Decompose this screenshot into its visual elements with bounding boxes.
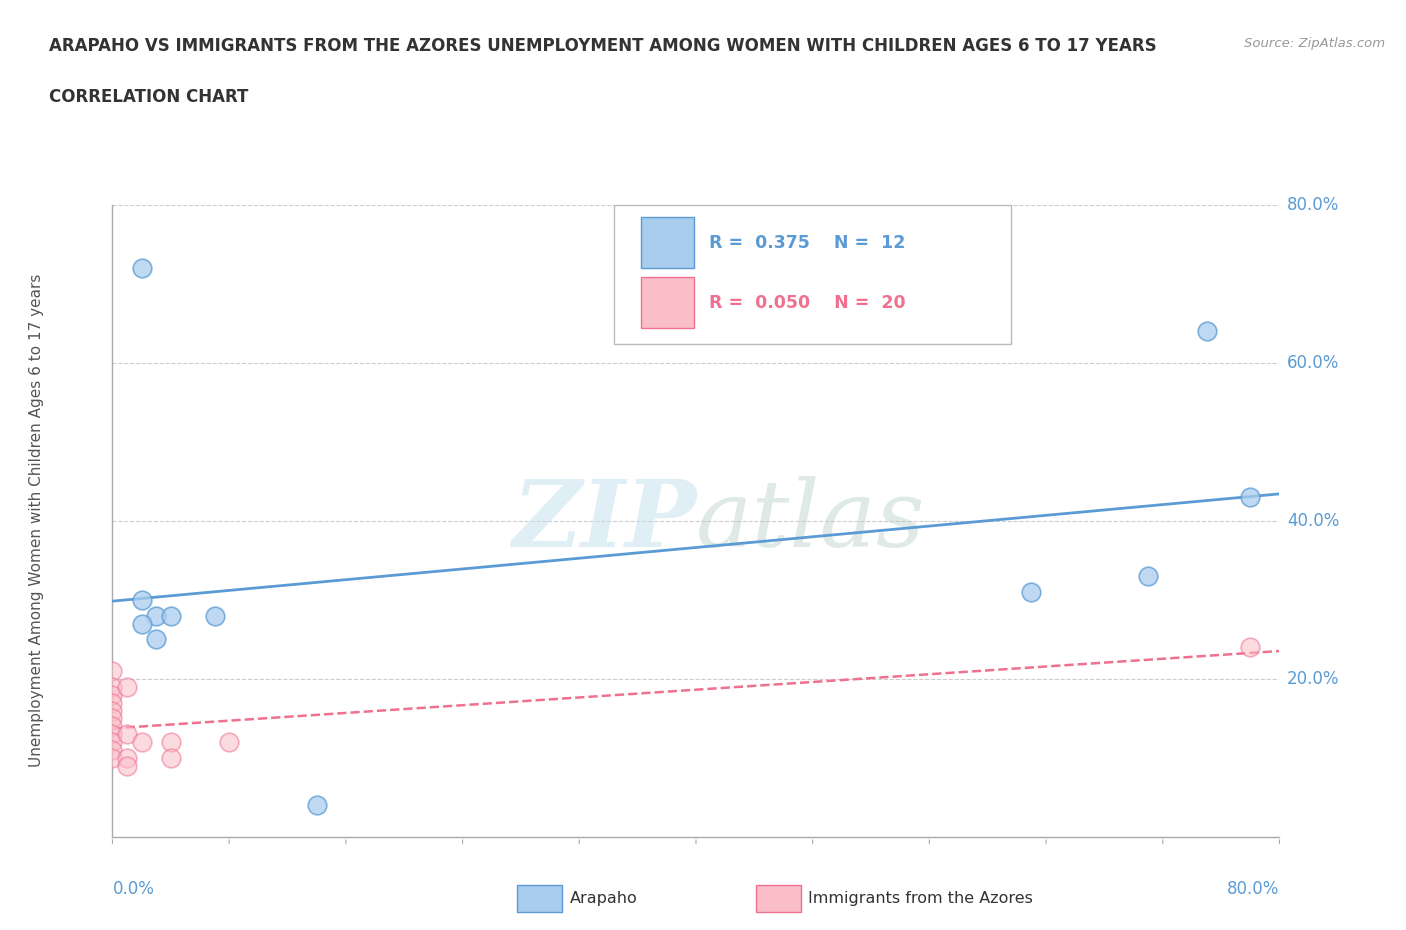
Point <box>218 735 240 750</box>
Text: 80.0%: 80.0% <box>1286 195 1339 214</box>
Point <box>160 608 183 623</box>
Text: Source: ZipAtlas.com: Source: ZipAtlas.com <box>1244 37 1385 50</box>
Point <box>101 742 124 757</box>
Point <box>131 592 153 607</box>
Point <box>131 260 153 275</box>
Point <box>101 679 124 694</box>
Text: atlas: atlas <box>696 476 925 565</box>
Text: R =  0.375    N =  12: R = 0.375 N = 12 <box>709 233 905 251</box>
FancyBboxPatch shape <box>641 277 693 328</box>
Text: 20.0%: 20.0% <box>1286 670 1340 688</box>
Point <box>101 703 124 718</box>
Point <box>1021 585 1043 600</box>
Point <box>145 608 167 623</box>
Point <box>101 664 124 679</box>
Text: 40.0%: 40.0% <box>1286 512 1339 530</box>
Point <box>101 719 124 734</box>
Text: 0.0%: 0.0% <box>112 881 155 898</box>
Point <box>115 759 138 774</box>
Text: Unemployment Among Women with Children Ages 6 to 17 years: Unemployment Among Women with Children A… <box>30 274 44 767</box>
Point <box>1137 568 1160 584</box>
Text: ARAPAHO VS IMMIGRANTS FROM THE AZORES UNEMPLOYMENT AMONG WOMEN WITH CHILDREN AGE: ARAPAHO VS IMMIGRANTS FROM THE AZORES UN… <box>49 37 1157 55</box>
FancyBboxPatch shape <box>614 205 1011 344</box>
Point <box>101 711 124 725</box>
FancyBboxPatch shape <box>641 218 693 268</box>
Text: CORRELATION CHART: CORRELATION CHART <box>49 88 249 106</box>
Point <box>101 751 124 765</box>
Point <box>305 798 328 813</box>
Text: Immigrants from the Azores: Immigrants from the Azores <box>808 891 1033 906</box>
Point <box>1239 640 1261 655</box>
Point <box>160 751 183 765</box>
Text: ZIP: ZIP <box>512 476 696 565</box>
Point <box>101 687 124 702</box>
Point <box>131 735 153 750</box>
Point <box>101 696 124 711</box>
Point <box>1195 324 1218 339</box>
Text: R =  0.050    N =  20: R = 0.050 N = 20 <box>709 294 905 312</box>
Point <box>115 751 138 765</box>
Point <box>101 735 124 750</box>
Point <box>204 608 226 623</box>
Text: Arapaho: Arapaho <box>569 891 637 906</box>
Point <box>131 616 153 631</box>
Point <box>115 679 138 694</box>
Text: 80.0%: 80.0% <box>1227 881 1279 898</box>
Point <box>101 727 124 742</box>
Point <box>145 632 167 647</box>
Point <box>160 735 183 750</box>
Text: 60.0%: 60.0% <box>1286 353 1339 372</box>
Point <box>1239 490 1261 505</box>
Point <box>115 727 138 742</box>
